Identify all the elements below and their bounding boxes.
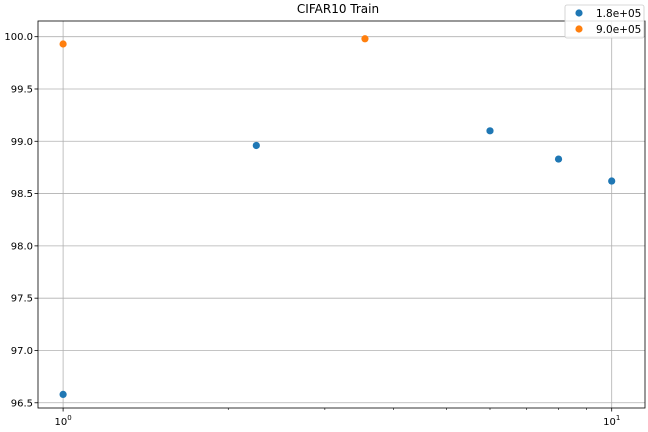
legend-label-series-2: 9.0e+05 — [596, 24, 641, 36]
data-points — [59, 35, 616, 399]
y-tick-label: 99.0 — [11, 137, 33, 148]
y-tick-label: 99.5 — [11, 84, 33, 95]
y-tick-label: 96.5 — [11, 398, 33, 409]
chart-title: CIFAR10 Train — [297, 2, 379, 16]
y-tick-label: 97.0 — [11, 346, 33, 357]
grid-lines — [38, 21, 645, 408]
legend-box — [564, 4, 645, 39]
y-axis: 96.5 97.0 97.5 98.0 98.5 99.0 99.5 100.0 — [4, 32, 38, 409]
data-point — [59, 40, 67, 48]
x-tick-label: 100 — [55, 414, 72, 428]
y-tick-label: 100.0 — [4, 32, 33, 43]
data-point — [59, 390, 67, 399]
data-point — [486, 127, 494, 135]
legend-marker-series-2 — [575, 25, 583, 33]
y-tick-label: 97.5 — [11, 294, 33, 305]
y-tick-label: 98.5 — [11, 189, 33, 200]
legend-marker-series-1 — [575, 9, 583, 17]
x-tick-label: 101 — [603, 414, 620, 428]
x-axis: 100 101 — [55, 408, 620, 428]
y-tick-label: 98.0 — [11, 241, 33, 252]
legend-label-series-1: 1.8e+05 — [596, 8, 641, 20]
data-point — [252, 141, 260, 150]
data-point — [554, 155, 563, 163]
legend: 1.8e+05 9.0e+05 — [564, 4, 645, 39]
data-point — [608, 177, 616, 185]
data-point — [361, 35, 369, 43]
plot-frame — [37, 20, 646, 409]
